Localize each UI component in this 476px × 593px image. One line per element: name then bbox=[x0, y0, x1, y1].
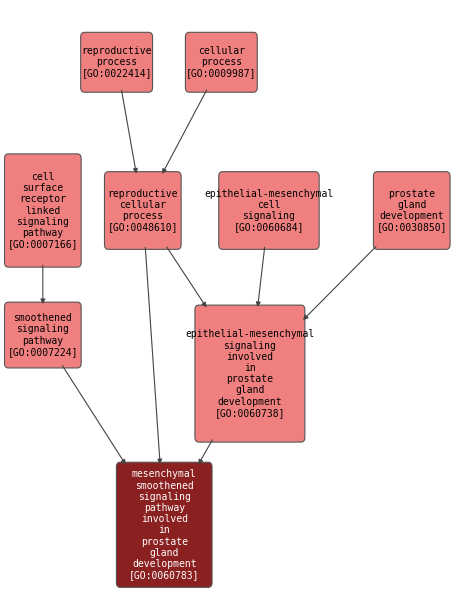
Text: reproductive
cellular
process
[GO:0048610]: reproductive cellular process [GO:004861… bbox=[108, 189, 178, 232]
Text: mesenchymal
smoothened
signaling
pathway
involved
in
prostate
gland
development
: mesenchymal smoothened signaling pathway… bbox=[129, 470, 199, 580]
Text: smoothened
signaling
pathway
[GO:0007224]: smoothened signaling pathway [GO:0007224… bbox=[8, 313, 78, 357]
Text: reproductive
process
[GO:0022414]: reproductive process [GO:0022414] bbox=[81, 46, 152, 78]
FancyBboxPatch shape bbox=[5, 154, 81, 267]
FancyBboxPatch shape bbox=[80, 32, 152, 93]
FancyBboxPatch shape bbox=[116, 463, 212, 587]
FancyBboxPatch shape bbox=[373, 172, 450, 249]
Text: epithelial-mesenchymal
cell
signaling
[GO:0060684]: epithelial-mesenchymal cell signaling [G… bbox=[204, 189, 334, 232]
Text: epithelial-mesenchymal
signaling
involved
in
prostate
gland
development
[GO:0060: epithelial-mesenchymal signaling involve… bbox=[185, 329, 315, 418]
FancyBboxPatch shape bbox=[218, 172, 319, 249]
FancyBboxPatch shape bbox=[186, 32, 257, 93]
Text: cell
surface
receptor
linked
signaling
pathway
[GO:0007166]: cell surface receptor linked signaling p… bbox=[8, 172, 78, 249]
Text: prostate
gland
development
[GO:0030850]: prostate gland development [GO:0030850] bbox=[377, 189, 447, 232]
FancyBboxPatch shape bbox=[195, 305, 305, 442]
FancyBboxPatch shape bbox=[104, 172, 181, 249]
FancyBboxPatch shape bbox=[5, 302, 81, 368]
Text: cellular
process
[GO:0009987]: cellular process [GO:0009987] bbox=[186, 46, 257, 78]
